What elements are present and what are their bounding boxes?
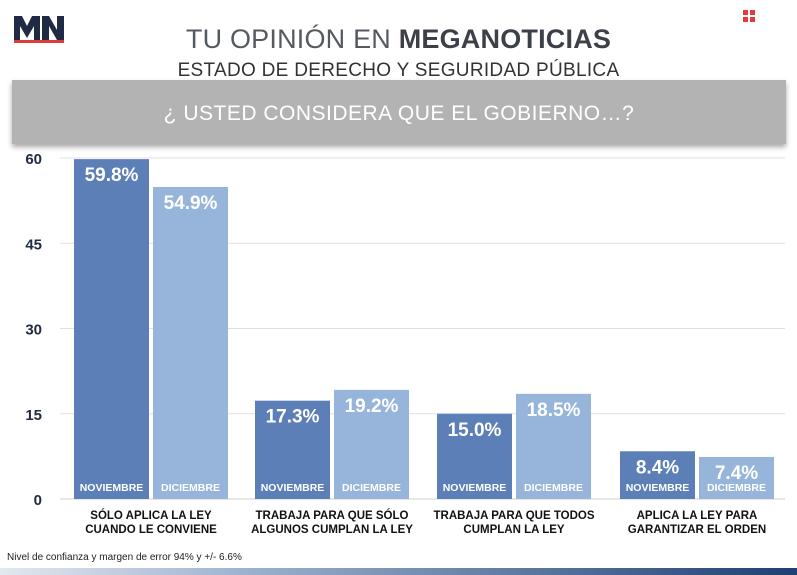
y-tick-label: 0 <box>34 492 42 509</box>
question-banner: ¿ USTED CONSIDERA QUE EL GOBIERNO…? <box>12 80 786 144</box>
bar-chart: 0 15 30 45 60 59.8% NOVIEMBRE 54.9% DICIEMBRE SÓL… <box>25 151 785 536</box>
title-bold: MEGANOTICIAS <box>398 24 612 54</box>
category-label: SÓLO APLICA LA LEY <box>90 509 212 522</box>
bar-value-label: 18.5% <box>527 400 581 421</box>
bar-series-label: NOVIEMBRE <box>626 482 690 494</box>
y-tick-label: 15 <box>25 407 42 424</box>
bar-series-label: DICIEMBRE <box>342 482 401 494</box>
y-tick-label: 45 <box>25 236 42 253</box>
category-label: APLICA LA LEY PARA <box>637 510 758 522</box>
y-tick-label: 30 <box>25 322 42 339</box>
bar-value-label: 59.8% <box>85 165 139 186</box>
bar-value-label: 19.2% <box>345 396 399 417</box>
footnote: Nivel de confianza y margen de error 94%… <box>7 552 242 563</box>
bar-diciembre <box>334 389 409 499</box>
bar-series-label: NOVIEMBRE <box>443 482 507 494</box>
bar-value-label: 7.4% <box>715 463 758 484</box>
bottom-bar <box>0 568 797 575</box>
grid-icon <box>743 9 755 22</box>
bar-noviembre <box>74 159 149 500</box>
bar-value-label: 17.3% <box>266 407 320 428</box>
category-label: ALGUNOS CUMPLAN LA LEY <box>251 524 413 536</box>
bar-diciembre <box>516 393 591 499</box>
meganoticias-logo <box>12 10 66 44</box>
y-tick-label: 60 <box>25 151 42 168</box>
bar-noviembre <box>437 413 512 499</box>
category-label: GARANTIZAR EL ORDEN <box>628 524 766 536</box>
bar-series-label: NOVIEMBRE <box>80 482 144 494</box>
bar-value-label: 15.0% <box>448 420 502 441</box>
category-label: CUMPLAN LA LEY <box>463 524 564 536</box>
bar-noviembre <box>620 451 695 499</box>
bar-value-label: 54.9% <box>164 193 218 214</box>
bar-series-label: NOVIEMBRE <box>261 482 325 494</box>
page-title: TU OPINIÓN EN MEGANOTICIAS <box>0 24 797 55</box>
title-light: TU OPINIÓN EN <box>185 24 399 54</box>
category-label: CUANDO LE CONVIENE <box>85 524 217 536</box>
bar-diciembre <box>699 456 774 499</box>
question-text: ¿ USTED CONSIDERA QUE EL GOBIERNO…? <box>163 102 635 125</box>
page-subtitle: ESTADO DE DERECHO Y SEGURIDAD PÚBLICA <box>177 60 620 81</box>
bar-series-label: DICIEMBRE <box>707 482 766 494</box>
category-label: TRABAJA PARA QUE SÓLO <box>256 509 409 522</box>
bar-diciembre <box>153 186 228 500</box>
bar-series-label: DICIEMBRE <box>524 482 583 494</box>
bar-noviembre <box>255 400 330 499</box>
category-label: TRABAJA PARA QUE TODOS <box>433 510 594 522</box>
bar-value-label: 8.4% <box>636 457 679 478</box>
bar-series-label: DICIEMBRE <box>161 482 220 494</box>
